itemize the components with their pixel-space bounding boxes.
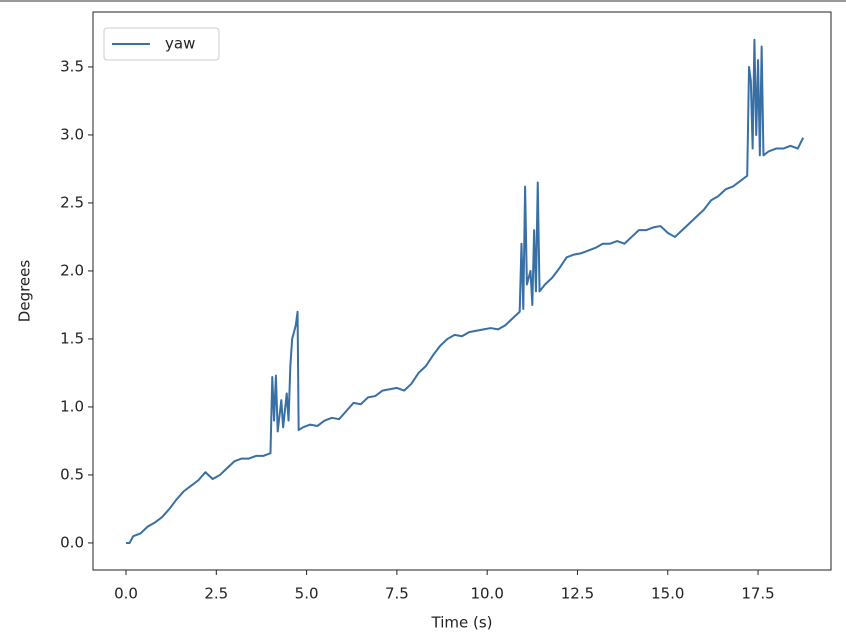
x-tick-label: 5.0	[295, 585, 319, 603]
x-tick-label: 2.5	[204, 585, 228, 603]
y-tick-label: 1.5	[60, 329, 84, 347]
y-tick-label: 3.5	[60, 57, 84, 75]
data-line	[126, 38, 805, 544]
y-axis-label: Degrees	[16, 260, 34, 323]
y-tick-label: 2.5	[60, 193, 84, 211]
x-tick-label: 12.5	[561, 585, 594, 603]
plot-frame	[92, 11, 832, 571]
legend-label: yaw	[165, 35, 195, 53]
x-tick-label: 10.0	[470, 585, 503, 603]
y-tick-label: 0.0	[60, 533, 84, 551]
y-tick-label: 2.0	[60, 261, 84, 279]
x-tick-label: 17.5	[741, 585, 774, 603]
x-tick-label: 15.0	[651, 585, 684, 603]
y-tick-label: 1.0	[60, 397, 84, 415]
legend-box	[103, 27, 220, 61]
x-tick-label: 7.5	[385, 585, 409, 603]
y-tick-label: 3.0	[60, 125, 84, 143]
x-axis-label: Time (s)	[431, 614, 493, 632]
x-tick-label: 0.0	[114, 585, 138, 603]
y-tick-label: 0.5	[60, 465, 84, 483]
